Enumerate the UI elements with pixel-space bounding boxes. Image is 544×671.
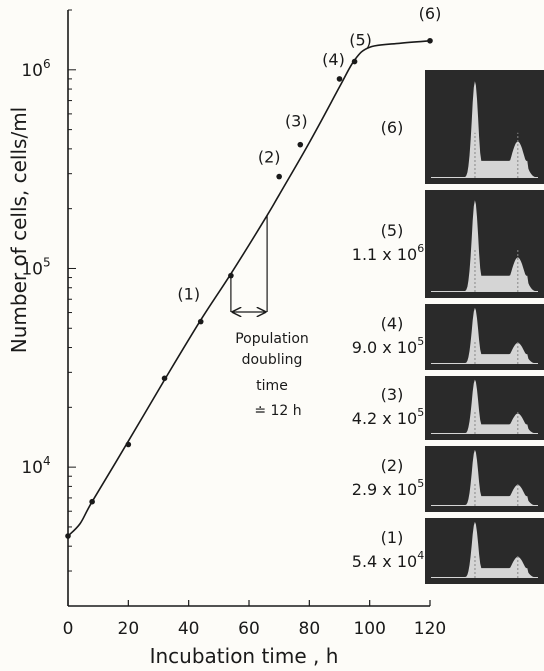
- x-tick-label: 20: [118, 619, 140, 639]
- panel-histogram: [431, 200, 538, 292]
- panel-label: (2): [381, 456, 404, 475]
- panel-label: (6): [381, 118, 404, 137]
- data-point: [161, 375, 168, 382]
- data-point: [336, 76, 343, 82]
- data-point: [427, 37, 433, 44]
- x-axis-title: Incubation time , h: [150, 644, 339, 668]
- panel-count: 2.9 x 105: [352, 477, 424, 499]
- histogram-panel: (2) 2.9 x 105: [352, 446, 544, 512]
- y-tick-label: 104: [21, 454, 50, 478]
- x-tick-label: 40: [178, 619, 200, 639]
- point-label: (1): [177, 285, 200, 304]
- panel-histogram: [431, 521, 538, 578]
- y-axis-title: Number of cells, cells/ml: [7, 107, 31, 354]
- histogram-panel: (4) 9.0 x 105: [352, 304, 544, 370]
- y-tick-label: 106: [21, 57, 50, 81]
- data-point: [351, 58, 358, 65]
- data-point: [89, 498, 95, 505]
- histogram-panel: (6): [381, 70, 544, 184]
- point-label: (2): [258, 148, 281, 167]
- x-tick-label: 0: [63, 619, 74, 639]
- doubling-text-line-3: time: [256, 378, 288, 394]
- panel-label: (5): [381, 221, 404, 240]
- panel-count: 4.2 x 105: [352, 406, 424, 428]
- doubling-text-line-2: doubling: [242, 352, 303, 368]
- data-point: [297, 141, 304, 148]
- data-point: [125, 441, 132, 448]
- data-point: [197, 318, 204, 325]
- panel-label: (4): [381, 314, 404, 333]
- panel-count: 9.0 x 105: [352, 335, 424, 357]
- panel-label: (1): [381, 528, 404, 547]
- point-label: (5): [349, 31, 372, 50]
- histogram-panel: (3) 4.2 x 105: [352, 376, 544, 440]
- point-label: (4): [322, 50, 345, 69]
- panel-histogram: [431, 307, 538, 364]
- x-tick-label: 80: [299, 619, 321, 639]
- histogram-panel: (1) 5.4 x 104: [352, 518, 544, 584]
- y-tick-label: 105: [21, 255, 50, 279]
- x-tick-label: 100: [353, 619, 385, 639]
- doubling-time-annotation: Population doubling time ≐ 12 h: [230, 215, 309, 419]
- growth-curve-line: [67, 40, 431, 537]
- x-tick-label: 60: [238, 619, 260, 639]
- point-label: (6): [419, 4, 442, 23]
- x-tick-label: 120: [414, 619, 446, 639]
- doubling-text-line-4: ≐ 12 h: [254, 403, 301, 419]
- histogram-panel: (5) 1.1 x 106: [352, 190, 544, 298]
- point-label: (3): [285, 112, 308, 131]
- data-point: [65, 533, 71, 539]
- data-point: [276, 173, 282, 180]
- doubling-text-line-1: Population: [235, 331, 309, 347]
- panel-histogram: [431, 449, 538, 506]
- panel-histogram: [431, 81, 538, 178]
- panel-count: 5.4 x 104: [352, 549, 424, 571]
- panel-count: 1.1 x 106: [352, 242, 424, 264]
- panel-label: (3): [381, 385, 404, 404]
- panel-histogram: [431, 379, 538, 434]
